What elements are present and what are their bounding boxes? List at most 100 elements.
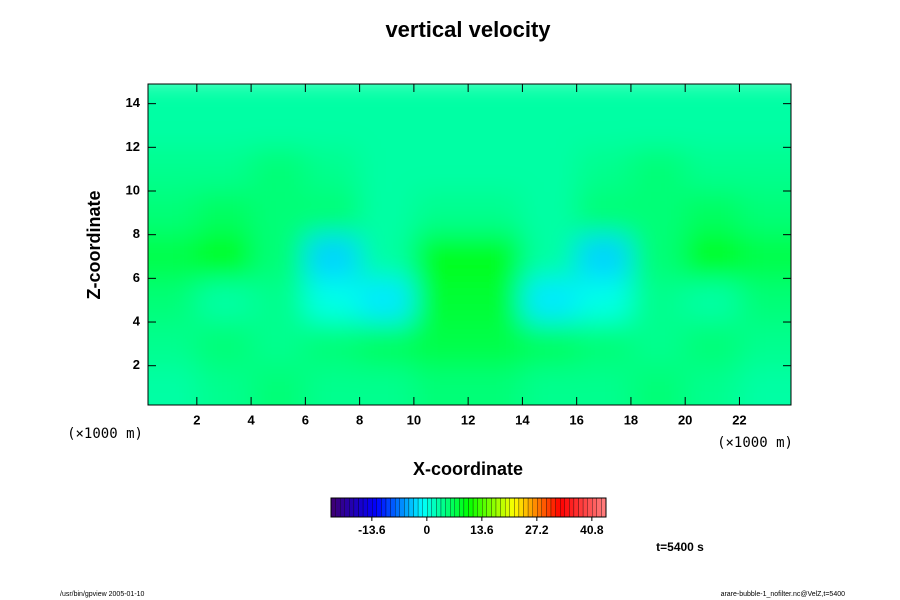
colorbar-cell <box>335 497 341 518</box>
x-tick-label: 18 <box>624 412 638 427</box>
cell <box>576 191 632 236</box>
colorbar-tick-label: 13.6 <box>470 523 494 537</box>
x-tick-label: 2 <box>193 412 200 427</box>
colorbar-cell <box>482 497 487 518</box>
colorbar-cell <box>601 497 607 518</box>
colorbar-cell <box>560 497 565 518</box>
cell <box>251 147 306 192</box>
colorbar-cell <box>427 497 432 518</box>
cell <box>522 278 578 323</box>
colorbar-cell <box>546 497 552 518</box>
colorbar-cell <box>358 497 364 518</box>
cell <box>305 365 361 405</box>
cell <box>685 84 740 148</box>
cell <box>251 365 306 405</box>
cell <box>196 234 252 279</box>
cell <box>685 322 740 367</box>
colorbar-cell <box>541 497 547 518</box>
cell <box>468 278 523 323</box>
colorbar-cell <box>459 497 465 518</box>
cell <box>196 84 252 148</box>
y-tick-label: 6 <box>133 270 140 285</box>
cell <box>305 234 361 279</box>
colorbar-cell <box>527 497 533 518</box>
cell <box>305 191 361 236</box>
cell <box>148 234 198 279</box>
cell <box>359 322 415 367</box>
cell <box>305 278 361 323</box>
colorbar-cell <box>436 497 442 518</box>
cell <box>413 191 469 236</box>
colorbar-cell <box>509 497 515 518</box>
cell <box>359 147 415 192</box>
cell <box>685 278 740 323</box>
x-tick-label: 14 <box>515 412 530 427</box>
cell <box>196 191 252 236</box>
colorbar-cell <box>569 497 575 518</box>
colorbar-cell <box>399 497 405 518</box>
colorbar-tick-label: -13.6 <box>358 523 386 537</box>
colorbar-cell <box>349 497 355 518</box>
cell <box>630 234 686 279</box>
cell <box>739 278 791 323</box>
cell <box>359 234 415 279</box>
colorbar-cell <box>340 497 345 518</box>
cell <box>359 191 415 236</box>
cell <box>251 234 306 279</box>
colorbar-cell <box>404 497 410 518</box>
cell <box>148 322 198 367</box>
colorbar-cell <box>344 497 350 518</box>
colorbar-tick-label: 40.8 <box>580 523 604 537</box>
cell <box>413 278 469 323</box>
time-label: t=5400 s <box>656 540 704 554</box>
y-unit: (×1000 m) <box>67 426 143 442</box>
y-tick-label: 8 <box>133 226 140 241</box>
colorbar-cell <box>417 497 423 518</box>
cell <box>148 278 198 323</box>
plot-frame <box>147 83 792 406</box>
cell <box>522 84 578 148</box>
colorbar-cell <box>440 497 446 518</box>
cell <box>685 147 740 192</box>
colorbar-cell <box>564 497 570 518</box>
colorbar-cell <box>422 497 428 518</box>
cell <box>522 322 578 367</box>
colorbar-cell <box>477 497 483 518</box>
cell <box>630 365 686 405</box>
y-tick-label: 2 <box>133 357 140 372</box>
y-tick-label: 4 <box>133 313 141 328</box>
colorbar-cell <box>381 497 387 518</box>
cell <box>739 365 791 405</box>
cell <box>148 365 198 405</box>
cell <box>739 234 791 279</box>
cell <box>685 191 740 236</box>
colorbar-cell <box>385 497 391 518</box>
x-axis-label: X-coordinate <box>413 459 523 479</box>
cell <box>251 191 306 236</box>
cell <box>576 234 632 279</box>
x-tick-label: 16 <box>569 412 583 427</box>
cell <box>359 84 415 148</box>
colorbar-cell <box>330 497 336 518</box>
cell <box>630 147 686 192</box>
x-tick-label: 4 <box>247 412 255 427</box>
cell <box>196 147 252 192</box>
cell <box>468 365 523 405</box>
cell <box>739 322 791 367</box>
y-axis-label: Z-coordinate <box>84 190 104 299</box>
colorbar-cell <box>454 497 460 518</box>
cell <box>305 84 361 148</box>
cell <box>685 365 740 405</box>
colorbar-cell <box>505 497 510 518</box>
x-tick-label: 10 <box>407 412 421 427</box>
colorbar-cell <box>486 497 492 518</box>
cell <box>468 322 523 367</box>
cell <box>739 84 791 148</box>
colorbar-frame <box>330 497 607 518</box>
cell <box>468 234 523 279</box>
cell <box>576 322 632 367</box>
colorbar-cell <box>523 497 529 518</box>
cell <box>522 234 578 279</box>
